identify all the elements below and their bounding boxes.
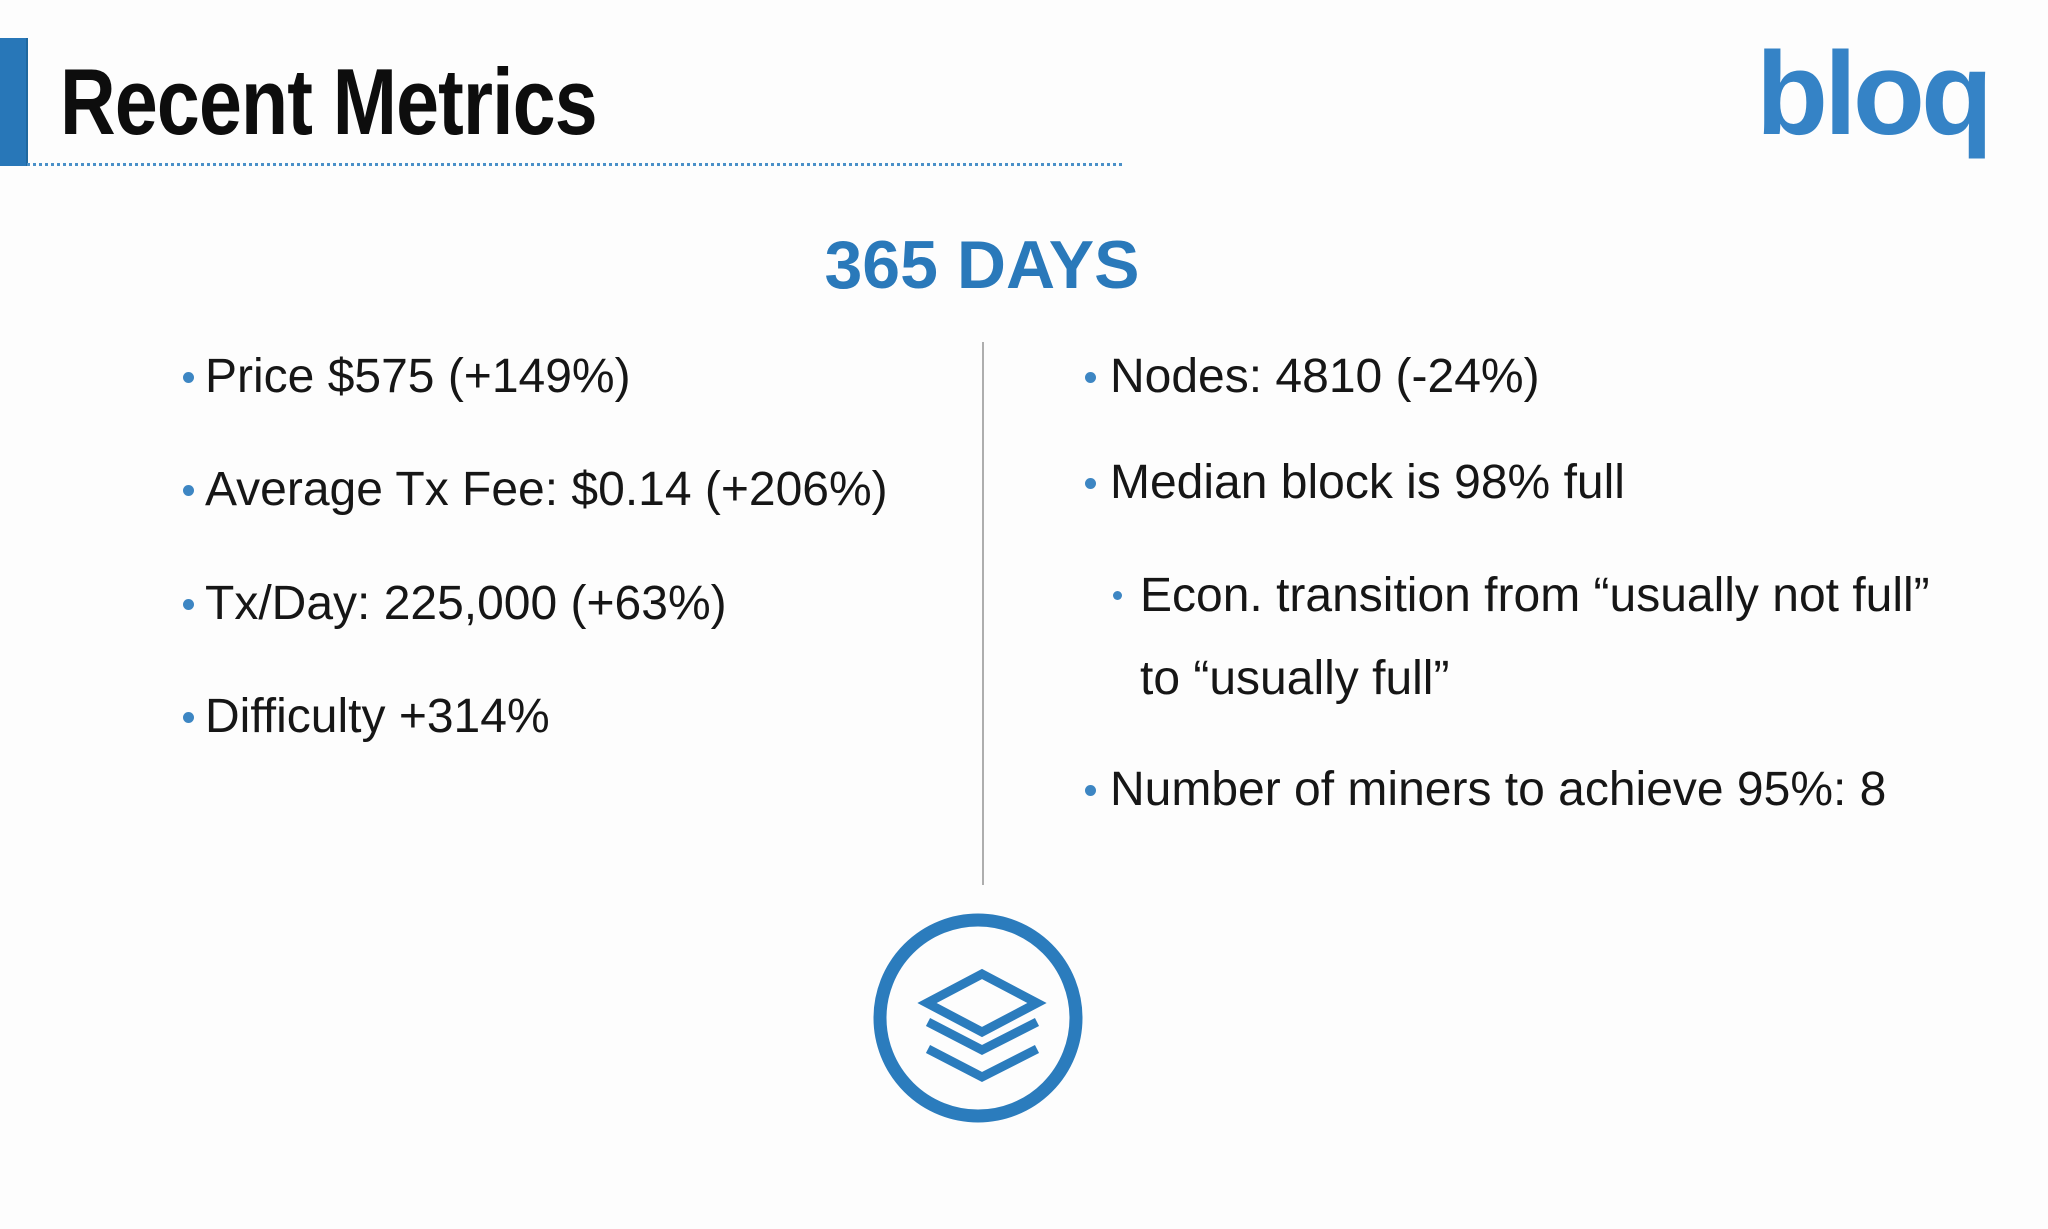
metric-item-avg-tx-fee: Average Tx Fee: $0.14 (+206%) [183,464,888,516]
metric-text-line2: to “usually full” [1140,652,1450,705]
metric-item-tx-per-day: Tx/Day: 225,000 (+63%) [183,578,727,630]
column-divider [982,342,984,885]
bullet-icon [183,372,194,383]
page-title: Recent Metrics [60,49,598,154]
metric-item-miners: Number of miners to achieve 95%: 8 [1085,764,1886,816]
metric-text: Number of miners to achieve 95%: 8 [1110,763,1887,816]
metric-text: Nodes: 4810 (-24%) [1110,350,1540,403]
metric-text: Difficulty +314% [205,690,550,743]
bullet-icon [1085,372,1096,383]
section-heading: 365 DAYS [824,227,1140,303]
metric-subitem-econ-transition: Econ. transition from “usually not full”… [1113,554,1930,720]
metric-text: Price $575 (+149%) [205,350,631,403]
title-accent-bar [0,38,28,166]
layers-circle-icon [873,913,1083,1123]
bullet-icon [1113,591,1122,600]
metric-text: Average Tx Fee: $0.14 (+206%) [205,463,888,516]
metric-item-nodes: Nodes: 4810 (-24%) [1085,351,1540,403]
metric-text: Tx/Day: 225,000 (+63%) [205,577,727,630]
bullet-icon [183,485,194,496]
metric-text: Median block is 98% full [1110,456,1625,509]
metric-item-price: Price $575 (+149%) [183,351,631,403]
metric-item-median-block: Median block is 98% full [1085,457,1625,509]
metric-text: Econ. transition from “usually not full”… [1140,554,1930,720]
title-underline-rule [27,163,1122,166]
bullet-icon [183,599,194,610]
bloq-logo: bloq [1756,28,1993,160]
bullet-icon [183,712,194,723]
bullet-icon [1085,785,1096,796]
bullet-icon [1085,478,1096,489]
metric-text-line1: Econ. transition from “usually not full” [1140,569,1930,622]
metric-item-difficulty: Difficulty +314% [183,691,550,743]
